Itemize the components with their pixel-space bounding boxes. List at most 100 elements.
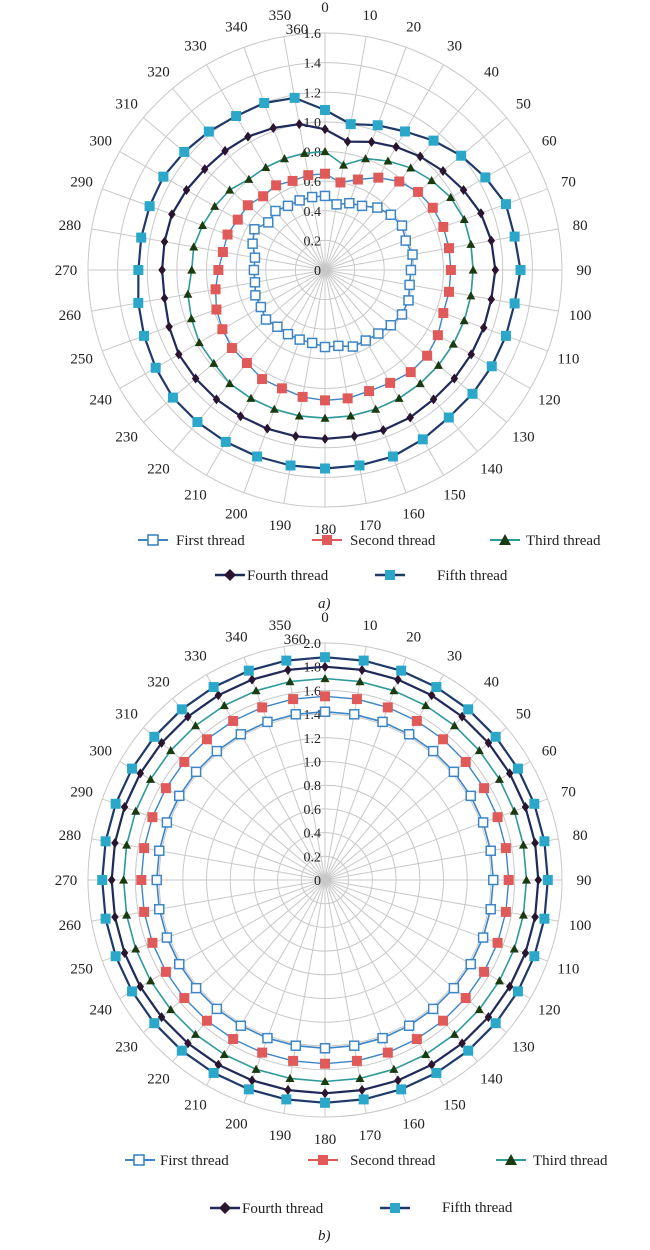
gridline-spoke	[102, 798, 326, 881]
data-point-fourth	[427, 690, 436, 701]
data-point-first	[249, 224, 260, 235]
data-point-fourth	[221, 145, 229, 156]
data-point-fourth	[392, 141, 400, 152]
data-point-fourth	[136, 768, 145, 779]
data-point-fifth	[208, 1067, 219, 1078]
data-point-second	[364, 386, 375, 397]
angle-tick-label: 340	[225, 630, 248, 646]
data-point-fourth	[394, 674, 402, 685]
data-point-third	[183, 289, 193, 298]
data-point-third	[122, 840, 132, 849]
data-point-fourth	[269, 123, 278, 134]
angle-tick-label: 350	[269, 618, 292, 634]
data-point-third	[246, 393, 256, 402]
data-point-fourth	[111, 912, 119, 923]
data-point-second	[438, 308, 449, 319]
data-point-third	[361, 154, 371, 163]
panel-label-b: b)	[318, 1228, 331, 1244]
data-point-third	[261, 162, 271, 171]
data-point-first	[250, 290, 261, 301]
data-point-third	[285, 1073, 295, 1082]
data-point-third	[474, 1004, 484, 1014]
data-point-fifth	[431, 1067, 442, 1078]
gridline-spoke	[324, 879, 507, 1033]
data-point-third	[269, 404, 279, 413]
data-point-third	[346, 411, 356, 420]
data-point-first	[151, 874, 162, 886]
legend-marker-first	[147, 534, 159, 546]
data-point-first	[448, 982, 460, 994]
data-point-fourth	[175, 349, 183, 360]
data-point-first	[377, 716, 388, 728]
gridline-spoke	[91, 838, 326, 881]
data-point-fourth	[487, 235, 496, 246]
radial-tick-label: 1.0	[304, 756, 322, 771]
angle-tick-label: 70	[561, 174, 576, 190]
gridline-spoke	[206, 879, 326, 1086]
angle-tick-label: 30	[447, 39, 462, 55]
gridline-spoke	[143, 879, 326, 1033]
data-point-third	[225, 378, 235, 388]
data-point-first	[260, 314, 272, 325]
data-point-first	[465, 958, 476, 970]
gridline-spoke	[119, 879, 326, 999]
data-point-fourth	[120, 947, 129, 958]
panel-label-a: a)	[318, 596, 331, 612]
data-point-third	[210, 201, 220, 210]
gridline-spoke	[119, 151, 326, 271]
angle-tick-label: 100	[569, 918, 592, 934]
legend-item-fourth-a: Fourth thread	[215, 568, 329, 584]
data-point-third	[394, 393, 404, 402]
data-point-second	[288, 1055, 299, 1066]
angle-tick-label: 170	[359, 518, 382, 534]
data-point-third	[474, 746, 484, 755]
data-point-fourth	[450, 373, 459, 384]
data-point-second	[179, 756, 190, 767]
data-point-fourth	[343, 136, 352, 147]
series-fifth	[133, 92, 526, 474]
angle-tick-label: 250	[70, 352, 93, 368]
angle-tick-label: 110	[557, 962, 579, 978]
data-point-fourth	[484, 737, 493, 748]
legend-item-second-b: Second thread	[308, 1153, 436, 1169]
gridline-spoke	[324, 879, 559, 922]
angle-tick-label: 180	[314, 1132, 337, 1148]
data-point-second	[160, 783, 171, 794]
data-point-second	[492, 812, 503, 823]
data-point-fourth	[158, 265, 166, 275]
data-point-first	[403, 729, 415, 740]
data-point-fourth	[200, 164, 209, 175]
data-point-fourth	[531, 837, 539, 848]
data-point-third	[446, 192, 456, 202]
data-point-second	[232, 214, 243, 225]
data-point-third	[521, 875, 531, 884]
data-point-fifth	[149, 1018, 160, 1029]
data-point-fifth	[515, 265, 526, 275]
data-point-second	[479, 783, 490, 794]
data-point-second	[147, 812, 158, 823]
data-point-second	[258, 191, 269, 202]
gridline-spoke	[243, 879, 326, 1103]
data-point-third	[389, 686, 399, 695]
data-point-fifth	[167, 392, 178, 403]
radial-tick-label: 0.8	[304, 779, 322, 794]
data-point-first	[427, 745, 439, 757]
angle-tick-label: 230	[115, 429, 138, 445]
data-point-fifth	[100, 913, 111, 924]
legend-label-fifth: Fifth thread	[442, 1200, 513, 1216]
angle-tick-label: 150	[443, 487, 466, 503]
angle-tick-label: 40	[484, 65, 499, 81]
data-point-second	[257, 702, 268, 713]
data-point-first	[403, 295, 414, 306]
data-point-second	[210, 284, 221, 295]
data-point-second	[211, 304, 222, 315]
data-point-first	[290, 709, 302, 720]
data-point-second	[320, 395, 330, 406]
data-point-first	[190, 766, 202, 778]
data-point-fourth	[521, 802, 530, 813]
data-point-fourth	[477, 208, 485, 219]
gridline-spoke	[324, 798, 548, 881]
data-point-first	[262, 716, 273, 728]
data-point-first	[404, 279, 415, 291]
angle-tick-label: 120	[538, 1003, 561, 1019]
